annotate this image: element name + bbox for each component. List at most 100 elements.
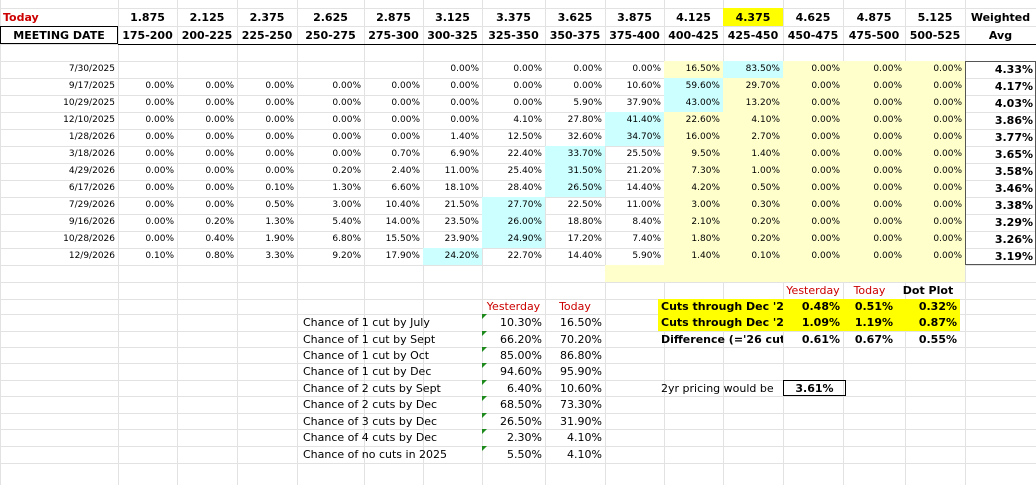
probability-cell[interactable]: 0.00%	[205, 183, 234, 193]
probability-cell[interactable]: 0.20%	[723, 214, 783, 231]
probability-cell[interactable]: 0.00%	[843, 163, 905, 180]
probability-cell[interactable]	[364, 61, 423, 78]
probability-cell[interactable]: 21.50%	[444, 200, 479, 210]
weighted-avg[interactable]: 3.58%	[994, 165, 1033, 178]
rate-header[interactable]: 3.875	[617, 10, 652, 24]
probability-cell[interactable]: 1.40%	[723, 146, 783, 163]
probability-cell[interactable]: 0.00%	[145, 183, 174, 193]
probability-cell[interactable]: 0.00%	[265, 115, 294, 125]
probability-cell[interactable]: 32.60%	[567, 132, 602, 142]
probability-cell[interactable]: 25.40%	[507, 166, 542, 176]
probability-cell[interactable]: 0.40%	[205, 234, 234, 244]
meeting-date[interactable]: 7/29/2026	[68, 200, 115, 210]
probability-cell-max[interactable]: 27.70%	[482, 197, 545, 214]
chance-today-value[interactable]: 73.30%	[560, 398, 602, 411]
probability-cell[interactable]: 0.20%	[205, 217, 234, 227]
probability-cell[interactable]: 0.00%	[905, 129, 965, 146]
probability-cell[interactable]: 10.60%	[626, 81, 661, 91]
cuts-dot-plot-value[interactable]: 0.55%	[918, 332, 957, 346]
probability-cell[interactable]: 0.00%	[905, 61, 965, 78]
weighted-avg[interactable]: 4.17%	[994, 80, 1033, 93]
probability-cell[interactable]: 17.90%	[385, 251, 420, 261]
probability-cell[interactable]: 0.00%	[513, 98, 542, 108]
probability-cell[interactable]: 0.00%	[843, 112, 905, 129]
probability-cell[interactable]: 0.00%	[905, 95, 965, 112]
probability-cell[interactable]: 4.20%	[664, 180, 723, 197]
probability-cell-max[interactable]: 34.70%	[605, 129, 664, 146]
probability-cell[interactable]: 0.00%	[332, 81, 361, 91]
probability-cell[interactable]: 0.00%	[905, 146, 965, 163]
probability-cell[interactable]: 0.00%	[205, 149, 234, 159]
probability-cell[interactable]: 0.00%	[391, 98, 420, 108]
probability-cell[interactable]: 3.00%	[664, 197, 723, 214]
probability-cell[interactable]: 0.10%	[145, 251, 174, 261]
probability-cell[interactable]: 1.40%	[664, 248, 723, 265]
probability-cell[interactable]: 0.00%	[843, 180, 905, 197]
probability-cell[interactable]: 0.00%	[265, 98, 294, 108]
probability-cell[interactable]: 0.20%	[332, 166, 361, 176]
cuts-dot-plot-value[interactable]: 0.87%	[896, 314, 960, 331]
chance-yesterday-value[interactable]: 10.30%	[482, 314, 545, 331]
weighted-avg[interactable]: 4.03%	[994, 97, 1033, 110]
probability-cell[interactable]: 21.20%	[626, 166, 661, 176]
probability-cell[interactable]: 0.00%	[450, 115, 479, 125]
probability-cell[interactable]: 0.50%	[265, 200, 294, 210]
probability-cell[interactable]: 23.50%	[444, 217, 479, 227]
probability-cell[interactable]: 23.90%	[444, 234, 479, 244]
probability-cell[interactable]: 0.00%	[205, 115, 234, 125]
probability-cell-max[interactable]: 83.50%	[723, 61, 783, 78]
probability-cell[interactable]: 0.00%	[205, 200, 234, 210]
probability-cell[interactable]: 14.40%	[626, 183, 661, 193]
probability-cell[interactable]: 0.00%	[573, 81, 602, 91]
probability-cell[interactable]: 3.30%	[265, 251, 294, 261]
chance-today-value[interactable]: 31.90%	[560, 414, 602, 428]
probability-cell[interactable]: 27.80%	[567, 115, 602, 125]
probability-cell[interactable]: 29.70%	[723, 78, 783, 95]
probability-cell[interactable]: 0.00%	[145, 132, 174, 142]
cuts-yesterday-value[interactable]: 1.09%	[783, 314, 843, 331]
meeting-date[interactable]: 12/10/2025	[63, 115, 115, 125]
range-header[interactable]: 200-225	[181, 28, 233, 42]
probability-cell-max[interactable]: 26.00%	[482, 214, 545, 231]
probability-cell-max[interactable]: 24.20%	[423, 248, 482, 265]
meeting-date[interactable]: 1/28/2026	[68, 132, 115, 142]
chance-today-value[interactable]: 70.20%	[560, 332, 602, 346]
probability-cell-max[interactable]: 41.40%	[605, 112, 664, 129]
probability-cell[interactable]: 25.50%	[626, 149, 661, 159]
probability-cell[interactable]	[237, 61, 297, 78]
weighted-avg[interactable]: 3.26%	[994, 233, 1033, 246]
probability-cell[interactable]: 9.50%	[664, 146, 723, 163]
probability-cell[interactable]: 2.40%	[391, 166, 420, 176]
probability-cell[interactable]: 1.80%	[664, 231, 723, 248]
weighted-avg[interactable]: 3.19%	[994, 250, 1033, 263]
chance-today-value[interactable]: 10.60%	[560, 381, 602, 395]
probability-cell[interactable]: 1.90%	[265, 234, 294, 244]
range-header[interactable]: 350-375	[549, 28, 601, 42]
cuts-yesterday-value[interactable]: 0.48%	[783, 299, 843, 314]
probability-cell[interactable]: 0.00%	[905, 180, 965, 197]
probability-cell[interactable]: 4.10%	[513, 115, 542, 125]
probability-cell[interactable]: 0.00%	[843, 214, 905, 231]
probability-cell[interactable]: 0.00%	[265, 81, 294, 91]
probability-cell[interactable]: 6.90%	[450, 149, 479, 159]
chance-today-value[interactable]: 95.90%	[560, 365, 602, 378]
cuts-today-value[interactable]: 0.51%	[843, 299, 896, 314]
probability-cell[interactable]: 1.30%	[332, 183, 361, 193]
probability-cell[interactable]	[118, 61, 177, 78]
probability-cell[interactable]: 0.00%	[843, 197, 905, 214]
probability-cell[interactable]: 0.00%	[783, 214, 843, 231]
probability-cell[interactable]: 0.00%	[905, 197, 965, 214]
chance-today-value[interactable]: 4.10%	[567, 431, 602, 444]
probability-cell[interactable]: 22.70%	[507, 251, 542, 261]
cuts-today-value[interactable]: 0.67%	[854, 332, 893, 346]
probability-cell[interactable]: 5.90%	[632, 251, 661, 261]
rate-header[interactable]: 4.625	[795, 10, 831, 24]
rate-header[interactable]: 3.125	[435, 10, 470, 24]
range-header[interactable]: 400-425	[668, 28, 719, 42]
probability-cell[interactable]: 0.00%	[513, 81, 542, 91]
probability-cell[interactable]: 0.00%	[145, 234, 174, 244]
probability-cell[interactable]: 0.00%	[783, 163, 843, 180]
probability-cell[interactable]: 0.00%	[843, 231, 905, 248]
probability-cell[interactable]: 0.70%	[391, 149, 420, 159]
range-header[interactable]: 325-350	[488, 28, 539, 42]
